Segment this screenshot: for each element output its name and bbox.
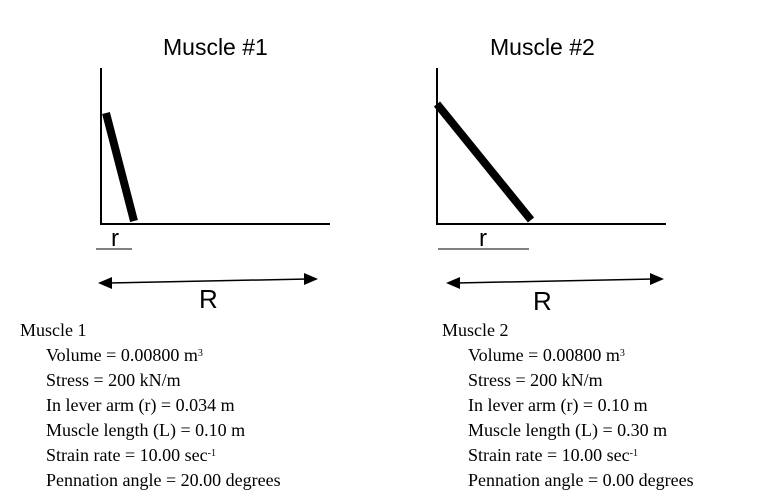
muscle-1-R-label: R xyxy=(199,284,218,314)
muscle-1-volume-sup: 3 xyxy=(197,348,203,359)
muscle-1-title: Muscle #1 xyxy=(163,34,268,60)
muscle-2-title: Muscle #2 xyxy=(490,34,595,60)
muscle-1-stress: Stress = 200 kN/m xyxy=(46,370,181,390)
muscle-2-volume: Volume = 0.00800 m3 xyxy=(468,343,694,368)
muscle-1-R-arrow-left-head xyxy=(98,277,112,289)
muscle-2-R-arrow-shaft xyxy=(455,278,655,284)
muscle-2-panel: Muscle #2 r R Muscle 2 Volume = 0.00800 … xyxy=(420,0,774,504)
muscle-1-volume: Volume = 0.00800 m3 xyxy=(46,343,281,368)
muscle-2-strain-rate: Strain rate = 10.00 sec-1 xyxy=(468,443,694,468)
muscle-2-volume-sup: 3 xyxy=(619,348,625,359)
muscle-2-strain-text: Strain rate = 10.00 sec xyxy=(468,445,630,465)
muscle-2-diagram: r R xyxy=(433,68,666,316)
muscle-1-panel: Muscle #1 r R Muscle 1 Volume = 0.00800 … xyxy=(0,0,360,504)
muscle-1-heading: Muscle 1 xyxy=(20,320,87,340)
muscle-2-properties: Muscle 2 Volume = 0.00800 m3 Stress = 20… xyxy=(442,318,694,493)
muscle-2-R-arrow-right-head xyxy=(650,273,664,285)
muscle-2-stress: Stress = 200 kN/m xyxy=(468,370,603,390)
muscle-1-strain-sup: -1 xyxy=(207,448,216,459)
muscle-2-muscle-bar xyxy=(433,101,535,223)
muscle-2-heading: Muscle 2 xyxy=(442,320,509,340)
muscle-1-diagram: r R xyxy=(96,68,330,314)
muscle-2-lever-arm: In lever arm (r) = 0.10 m xyxy=(468,395,648,415)
muscle-2-R-arrow-left-head xyxy=(446,277,460,289)
muscle-1-strain-text: Strain rate = 10.00 sec xyxy=(46,445,208,465)
muscle-2-volume-text: Volume = 0.00800 m xyxy=(468,345,620,365)
muscle-1-volume-text: Volume = 0.00800 m xyxy=(46,345,198,365)
muscle-1-pennation: Pennation angle = 20.00 degrees xyxy=(46,470,281,490)
muscle-2-r-label: r xyxy=(479,225,487,252)
muscle-2-strain-sup: -1 xyxy=(629,448,638,459)
muscle-1-r-label: r xyxy=(111,225,119,252)
muscle-1-strain-rate: Strain rate = 10.00 sec-1 xyxy=(46,443,281,468)
muscle-1-muscle-bar xyxy=(102,111,138,223)
muscle-1-R-arrow-shaft xyxy=(107,278,309,284)
muscle-1-lever-arm: In lever arm (r) = 0.034 m xyxy=(46,395,235,415)
muscle-1-length: Muscle length (L) = 0.10 m xyxy=(46,420,246,440)
muscle-1-properties: Muscle 1 Volume = 0.00800 m3 Stress = 20… xyxy=(20,318,281,493)
muscle-2-R-label: R xyxy=(533,286,552,316)
muscle-2-pennation: Pennation angle = 0.00 degrees xyxy=(468,470,694,490)
muscle-2-length: Muscle length (L) = 0.30 m xyxy=(468,420,668,440)
muscle-1-R-arrow-right-head xyxy=(304,273,318,285)
